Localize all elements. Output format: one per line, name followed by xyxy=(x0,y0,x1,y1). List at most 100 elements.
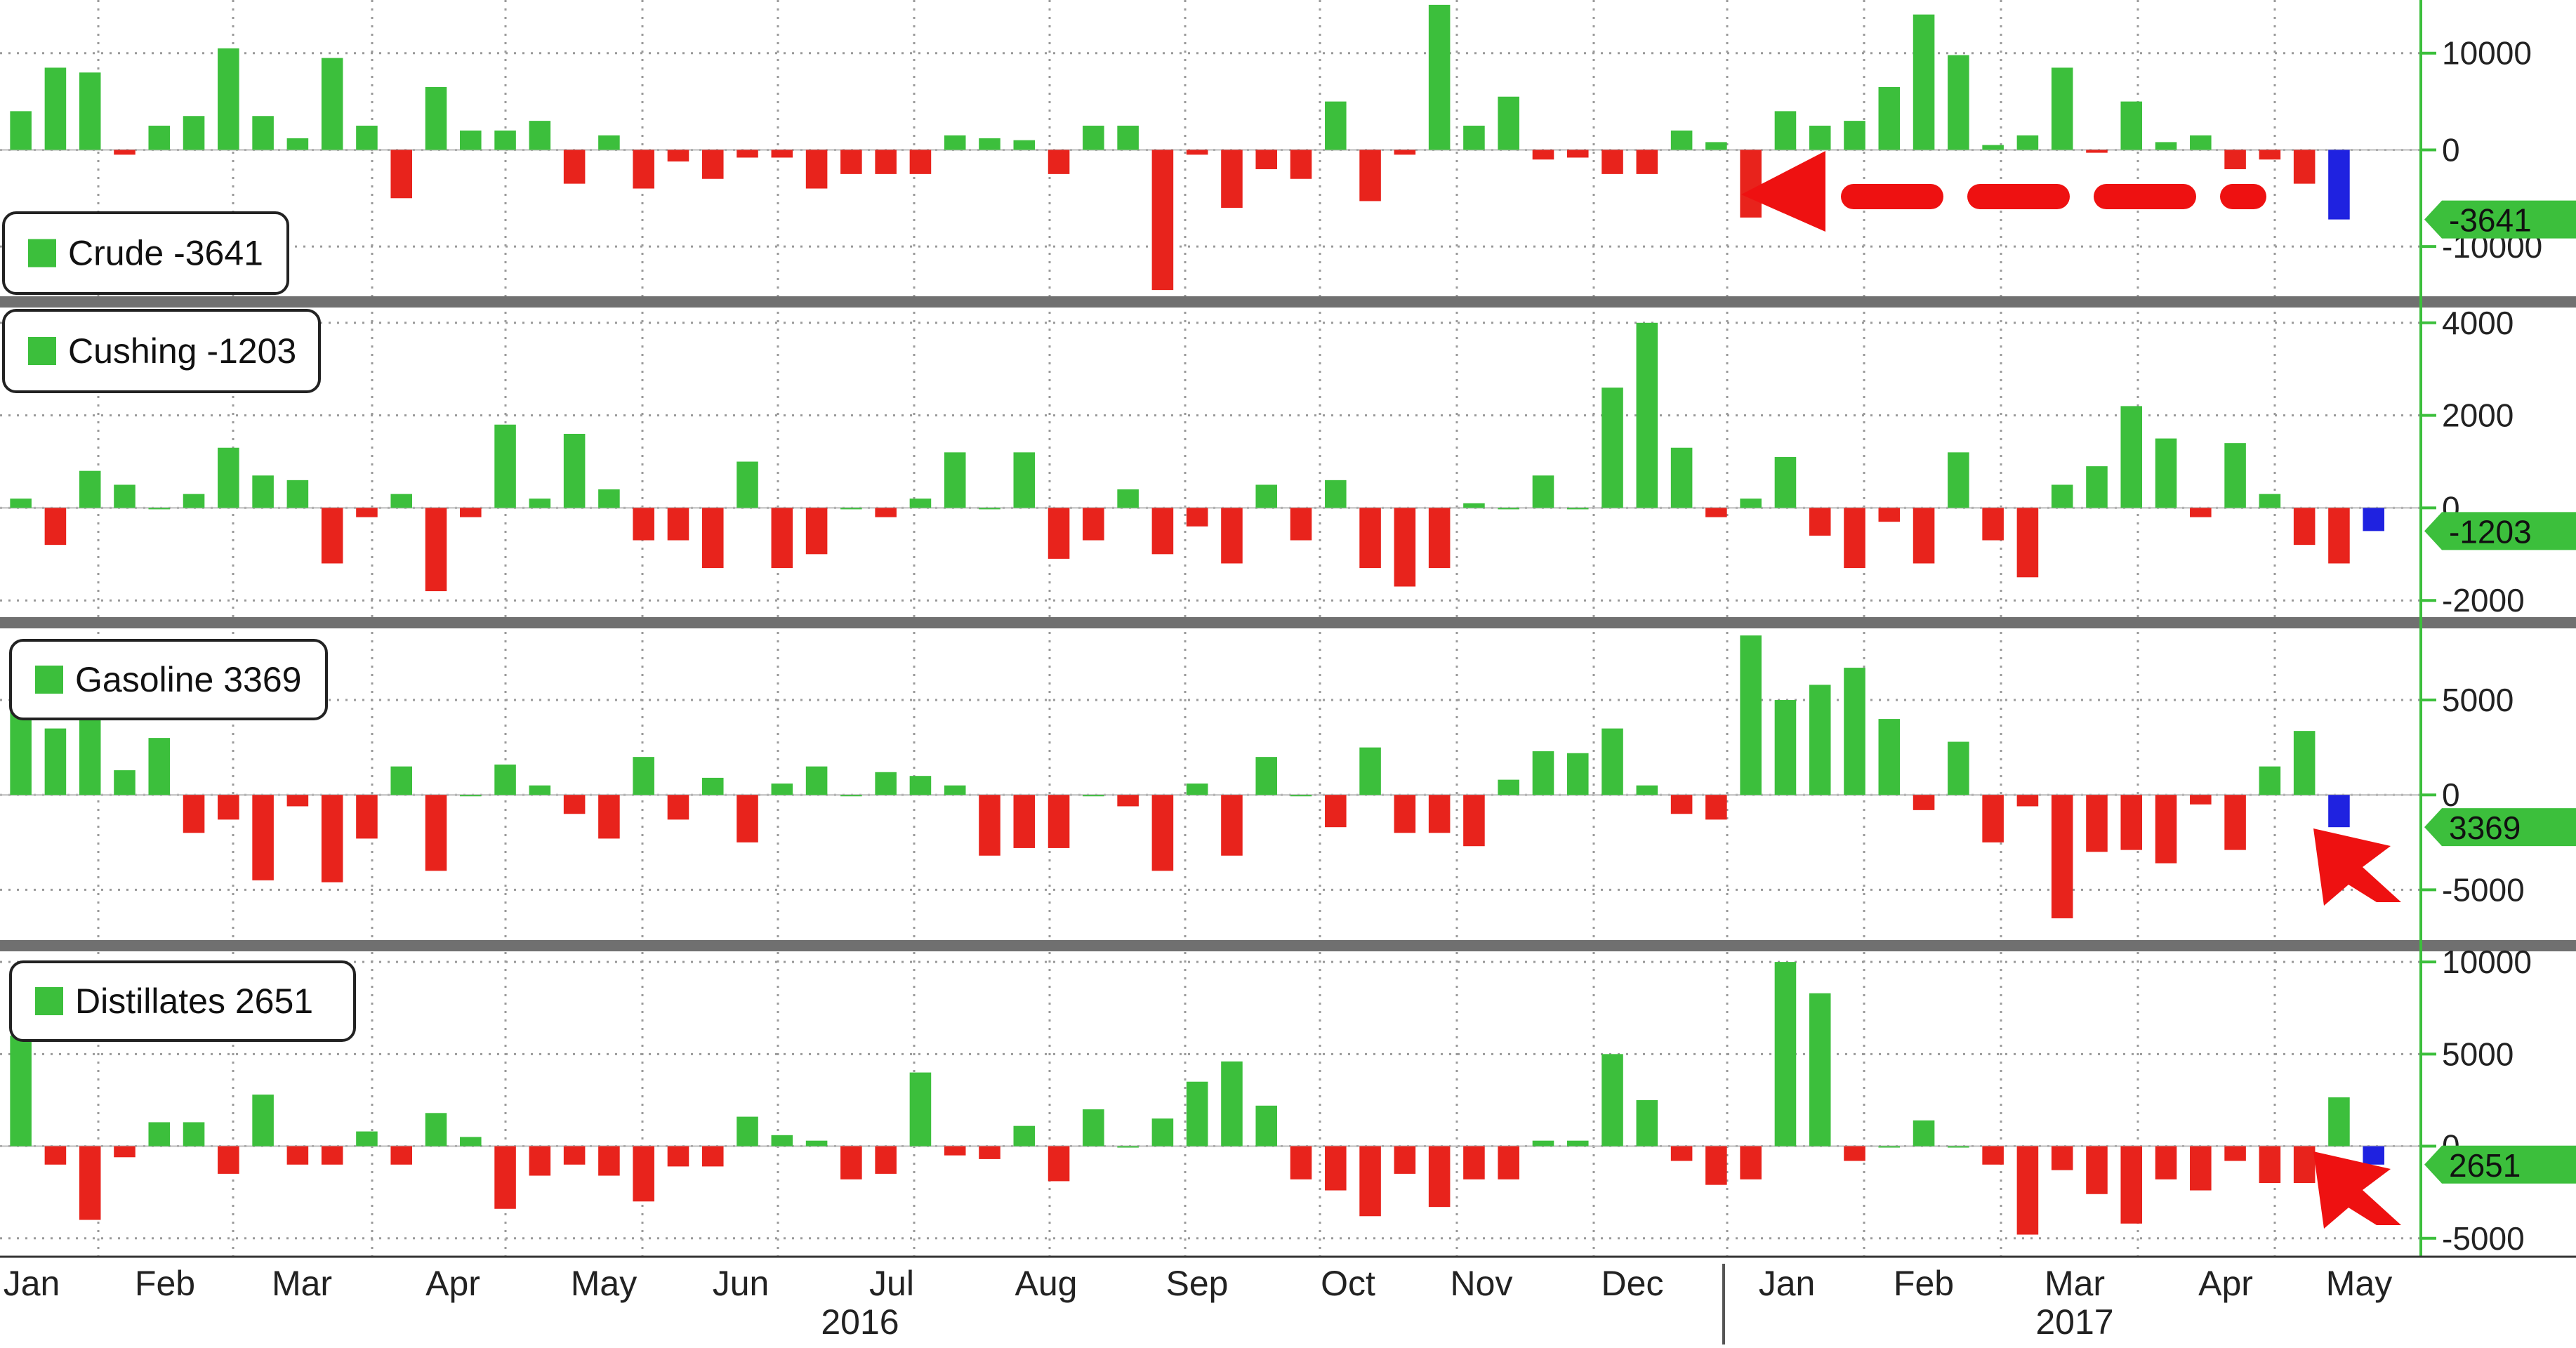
bar xyxy=(1290,508,1312,541)
annotation-pointer-arrow xyxy=(2313,828,2401,906)
bar xyxy=(114,150,136,155)
x-month-label: May xyxy=(2326,1264,2392,1303)
bar xyxy=(944,452,966,508)
bar xyxy=(598,489,620,508)
bar xyxy=(2224,443,2246,508)
y-tick-label: 10000 xyxy=(2442,944,2532,980)
bar xyxy=(2051,484,2073,508)
bar xyxy=(1186,150,1208,155)
bar xyxy=(1359,150,1381,201)
bar xyxy=(2363,508,2384,531)
bar xyxy=(563,433,586,508)
x-year-label: 2017 xyxy=(2035,1302,2113,1342)
bar xyxy=(1982,795,2004,842)
bar xyxy=(1325,480,1347,508)
bar xyxy=(1498,96,1519,150)
bar xyxy=(1566,1140,1589,1147)
bar xyxy=(1705,1146,1727,1185)
bar xyxy=(1948,1146,1969,1148)
bar xyxy=(1151,150,1174,291)
bar xyxy=(1532,1140,1554,1147)
y-tick-label: -5000 xyxy=(2442,1220,2525,1257)
bar xyxy=(286,1146,309,1165)
bar xyxy=(2259,1146,2281,1184)
x-month-label: Mar xyxy=(272,1264,332,1303)
x-month-label: Oct xyxy=(1321,1264,1375,1303)
bar xyxy=(114,770,136,795)
bar xyxy=(1221,795,1243,856)
bar xyxy=(1255,150,1278,169)
bar xyxy=(286,795,309,807)
bar xyxy=(667,1146,689,1167)
bar xyxy=(183,116,205,150)
bar xyxy=(1186,1081,1208,1147)
bar xyxy=(1982,508,2004,541)
bar xyxy=(1913,14,1935,150)
bar xyxy=(390,1146,413,1165)
bar xyxy=(1325,1146,1347,1191)
bar xyxy=(252,795,274,880)
legend-swatch xyxy=(35,987,63,1015)
bar xyxy=(840,1146,862,1180)
legend-box xyxy=(2,211,289,295)
bar xyxy=(633,1146,654,1202)
bar xyxy=(425,86,447,150)
bar xyxy=(598,135,620,150)
bar xyxy=(771,784,793,795)
bar xyxy=(875,150,897,174)
bars-layer xyxy=(10,4,2384,1235)
bar xyxy=(1566,753,1589,795)
bar xyxy=(805,1140,828,1147)
bar xyxy=(840,508,862,510)
bar xyxy=(1705,508,1727,517)
bar xyxy=(1359,1146,1381,1217)
bar xyxy=(1601,1054,1623,1147)
bar xyxy=(598,795,620,839)
bar xyxy=(1809,508,1831,536)
bar xyxy=(875,1146,897,1174)
bar xyxy=(356,508,378,517)
bar xyxy=(771,508,793,569)
x-month-label: Jan xyxy=(1759,1264,1816,1303)
x-axis: Jan Feb Mar Apr May Jun Jul Aug Sep Oct Nov Dec Jan F… xyxy=(0,1255,2576,1344)
bar xyxy=(79,1146,101,1220)
bar xyxy=(2051,1146,2073,1170)
bar xyxy=(218,48,239,150)
legend-layer: Crude -3641 Cushing -1203 Gasoline 3369 Dis… xyxy=(2,211,356,1042)
bar xyxy=(148,738,171,795)
annotation-layer xyxy=(1741,151,2401,1229)
bar xyxy=(1948,741,1969,795)
bar xyxy=(1913,508,1935,564)
bar xyxy=(1221,508,1243,564)
last-value-flag xyxy=(2424,1145,2576,1184)
bar xyxy=(218,795,239,820)
x-month-label: Jan xyxy=(4,1264,60,1303)
bar xyxy=(321,58,343,150)
bar xyxy=(1809,993,1831,1147)
bar xyxy=(1636,1099,1658,1147)
bar xyxy=(252,1095,274,1147)
bar xyxy=(1048,508,1070,559)
bar xyxy=(875,508,897,517)
annotation-pointer-arrow xyxy=(2313,1151,2401,1229)
bar xyxy=(148,1122,171,1147)
bar xyxy=(1394,150,1416,155)
bar xyxy=(840,150,862,174)
bar xyxy=(114,484,136,508)
bar xyxy=(1221,1061,1243,1147)
y-axis: 100000-10000-3641400020000-2000-12035000… xyxy=(2419,0,2576,1257)
bar xyxy=(2190,135,2212,150)
bar xyxy=(2155,795,2177,864)
bar xyxy=(1117,1146,1139,1148)
bar xyxy=(2190,1146,2212,1191)
bar xyxy=(1670,447,1693,508)
bar xyxy=(2016,135,2039,150)
x-month-label: Jun xyxy=(713,1264,770,1303)
last-value-flag xyxy=(2424,808,2576,847)
bar xyxy=(1532,751,1554,795)
bar xyxy=(2086,1146,2108,1194)
bar xyxy=(1601,728,1623,795)
bar xyxy=(356,1131,378,1147)
bar xyxy=(1878,86,1901,150)
